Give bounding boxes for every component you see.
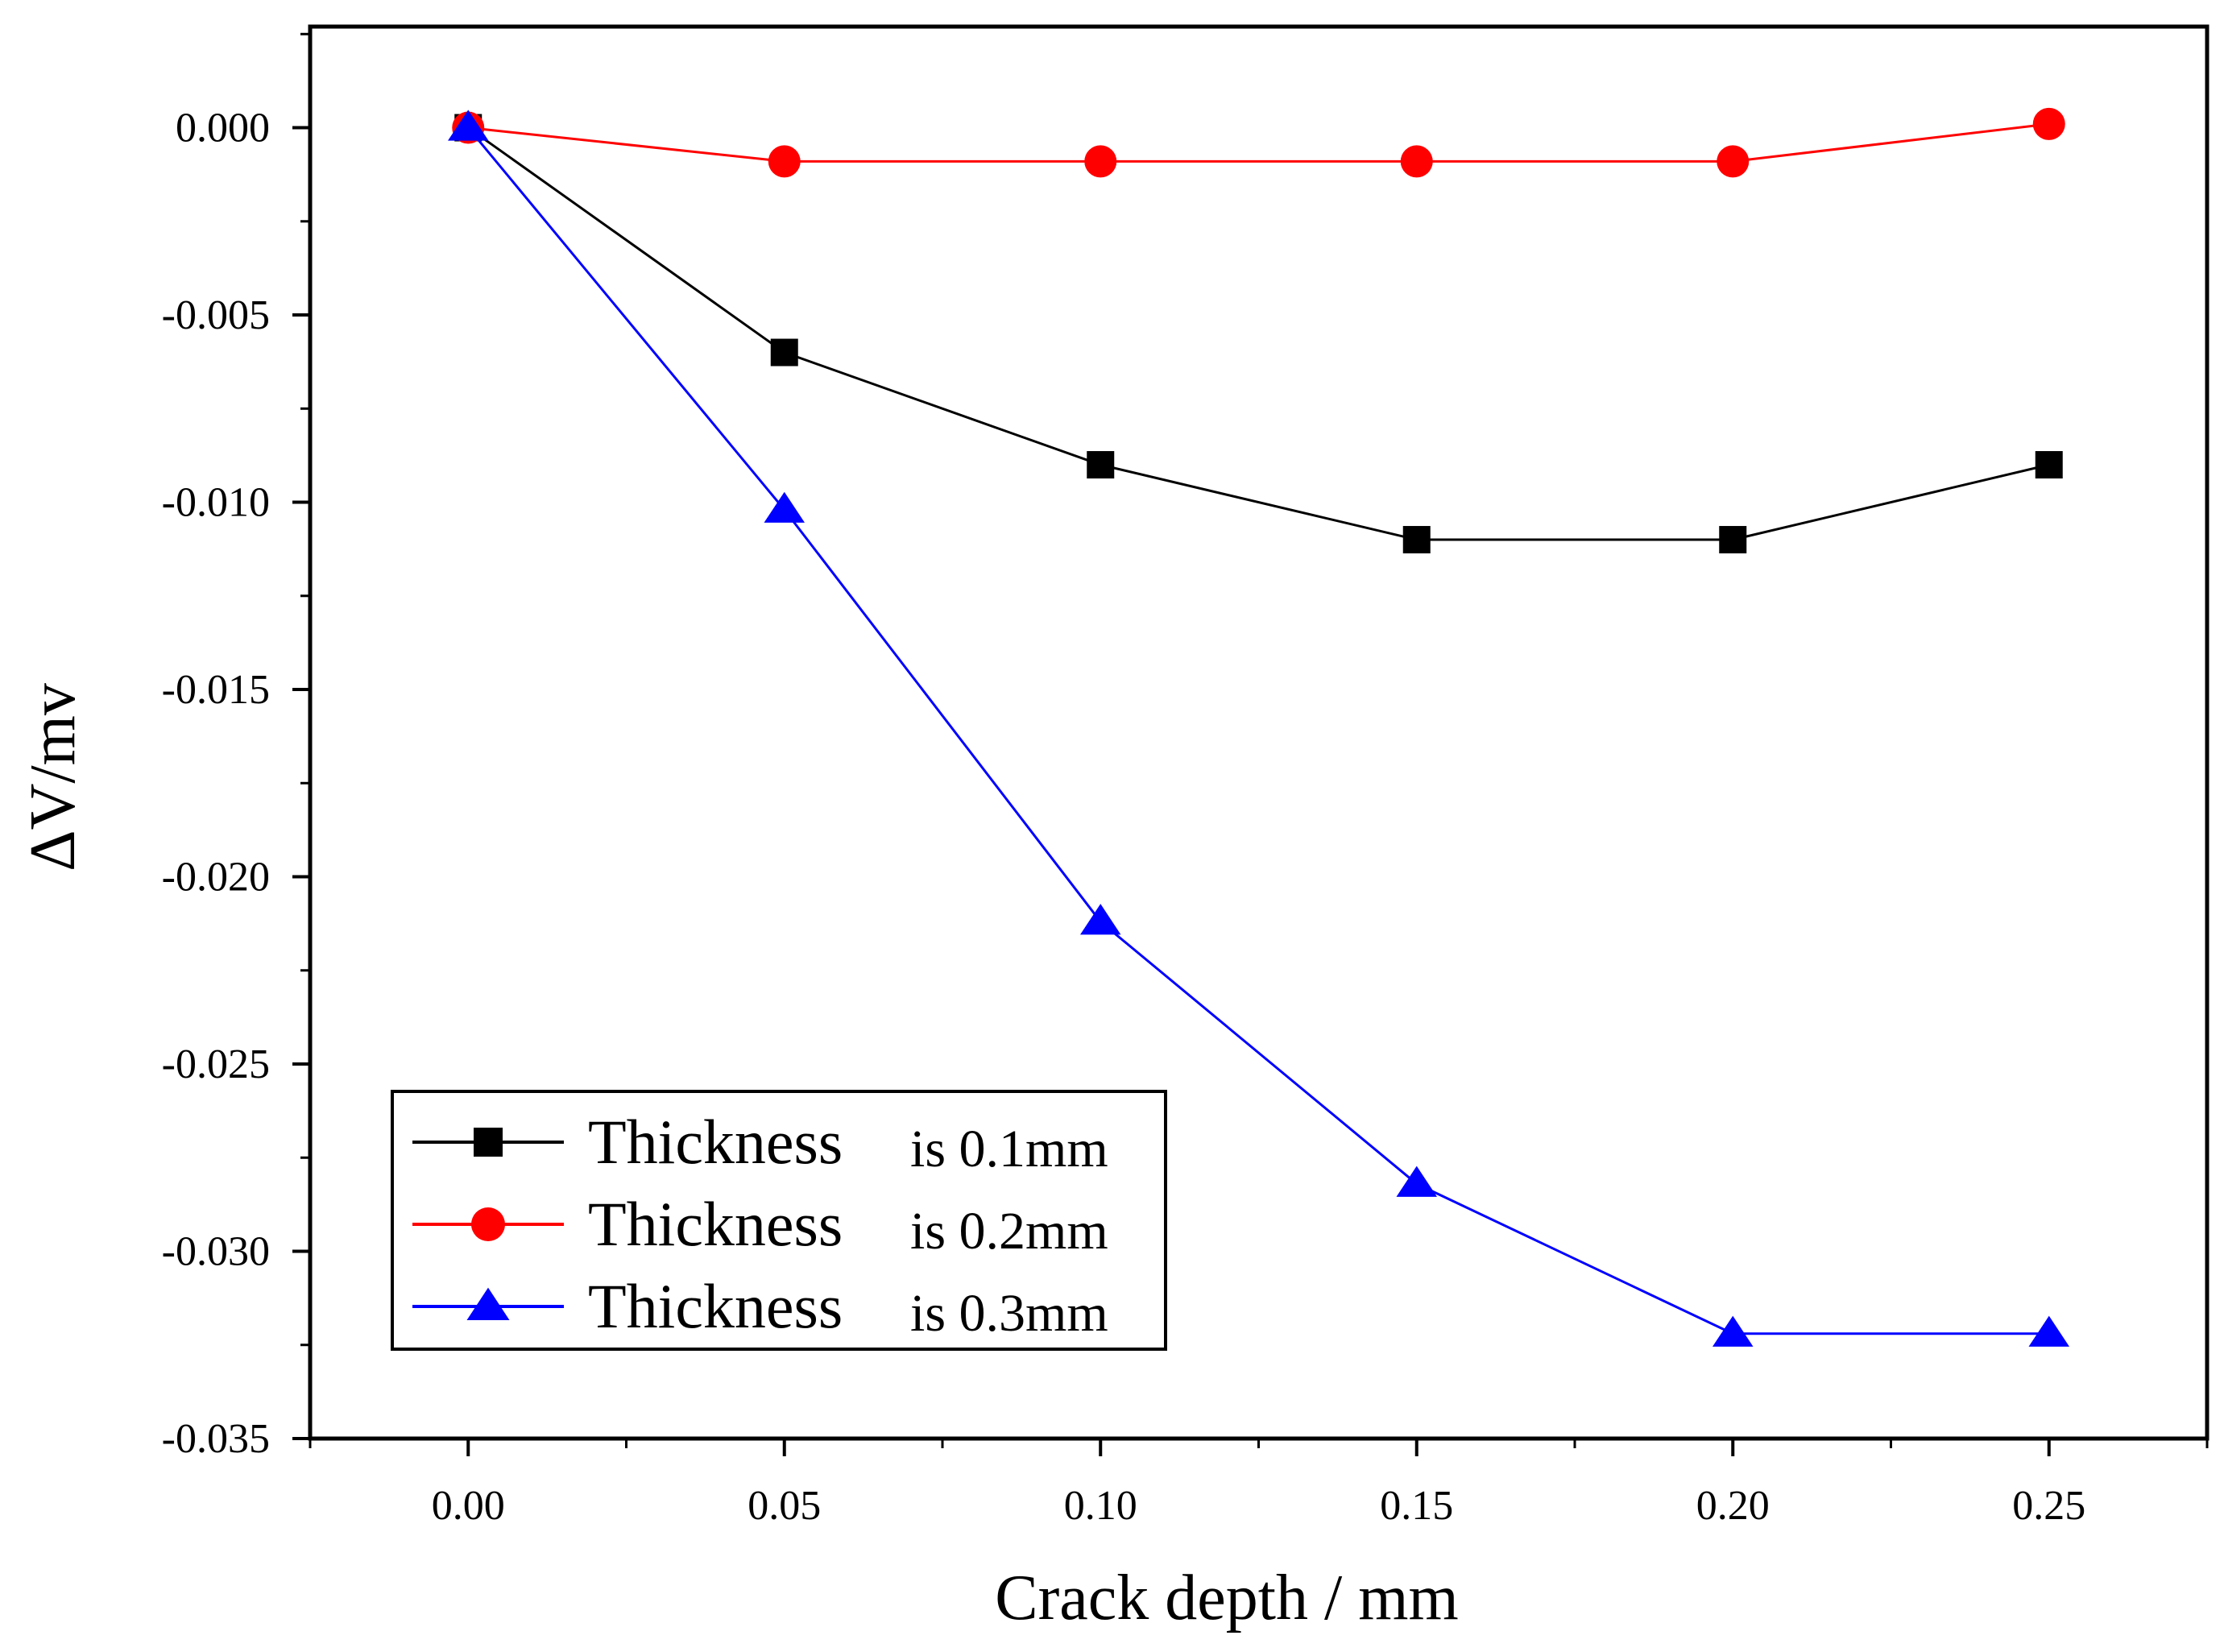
data-point-triangle <box>1080 904 1121 935</box>
data-point-triangle <box>1396 1166 1437 1197</box>
legend-label-suffix: is 0.2mm <box>910 1202 1108 1261</box>
legend-marker-circle <box>471 1207 505 1241</box>
y-tick-label: -0.025 <box>162 1041 270 1087</box>
legend-item: Thickness is 0.2mm <box>412 1189 1108 1261</box>
y-tick-label: 0.000 <box>176 106 270 151</box>
x-tick-label: 0.25 <box>2012 1483 2085 1529</box>
series-line <box>467 126 2050 541</box>
x-tick-label: 0.15 <box>1380 1483 1453 1529</box>
series-triangle <box>448 110 2069 1347</box>
y-axis-ticks: 0.000 -0.005 -0.010 -0.015 -0.020 -0.025 -0.03… <box>162 32 310 1462</box>
data-point-circle <box>1400 145 1433 178</box>
data-point-circle <box>1084 145 1117 178</box>
x-axis-title: Crack depth / mm <box>995 1563 1458 1633</box>
y-tick-label: -0.020 <box>162 855 270 901</box>
data-point-circle <box>1717 145 1750 178</box>
series-line <box>467 126 2049 1335</box>
data-point-triangle <box>448 110 489 141</box>
x-tick-label: 0.20 <box>1696 1483 1770 1529</box>
series-layer <box>448 107 2069 1347</box>
legend-label: Thickness <box>588 1271 843 1341</box>
y-axis-title: ΔV/mv <box>18 683 89 872</box>
x-tick-label: 0.00 <box>432 1483 505 1529</box>
data-point-square <box>1402 526 1431 554</box>
x-tick-label: 0.10 <box>1064 1483 1137 1529</box>
series-line <box>468 122 2049 163</box>
data-point-triangle <box>1713 1315 1754 1347</box>
legend-label-suffix: is 0.1mm <box>910 1120 1108 1178</box>
legend-label-suffix: is 0.3mm <box>910 1284 1108 1343</box>
legend-label: Thickness <box>588 1189 843 1259</box>
data-point-circle <box>768 145 801 178</box>
legend-marker-square <box>474 1128 503 1157</box>
legend-marker-triangle <box>466 1287 510 1321</box>
x-axis-ticks: 0.00 0.05 0.10 0.15 0.20 0.25 <box>309 1439 2209 1529</box>
legend-item: Thickness is 0.3mm <box>412 1271 1108 1343</box>
legend-label: Thickness <box>588 1107 843 1177</box>
y-tick-label: -0.015 <box>162 667 270 713</box>
y-tick-label: -0.035 <box>162 1416 270 1462</box>
y-tick-label: -0.030 <box>162 1229 270 1275</box>
data-point-triangle <box>764 491 805 523</box>
data-point-square <box>770 338 798 366</box>
data-point-square <box>2035 451 2063 479</box>
data-point-square <box>1719 526 1747 554</box>
y-tick-label: -0.005 <box>162 292 270 338</box>
legend-item: Thickness is 0.1mm <box>412 1107 1108 1178</box>
y-tick-label: -0.010 <box>162 480 270 526</box>
data-point-circle <box>2032 107 2065 140</box>
x-tick-label: 0.05 <box>748 1483 821 1529</box>
series-square <box>454 114 2063 554</box>
data-point-square <box>1087 451 1115 479</box>
data-point-triangle <box>2028 1315 2069 1347</box>
